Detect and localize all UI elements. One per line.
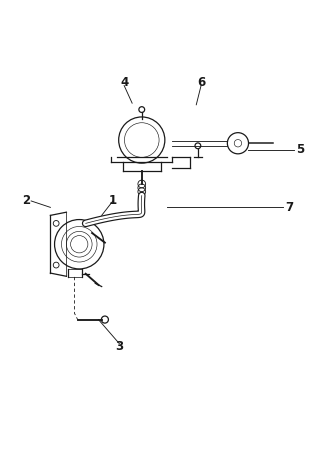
Text: 6: 6: [197, 76, 205, 89]
Text: 2: 2: [22, 194, 30, 207]
Text: 5: 5: [296, 143, 305, 156]
Text: 1: 1: [109, 194, 117, 207]
Text: 4: 4: [120, 76, 128, 89]
Text: 3: 3: [115, 340, 123, 353]
Text: 7: 7: [285, 201, 293, 214]
